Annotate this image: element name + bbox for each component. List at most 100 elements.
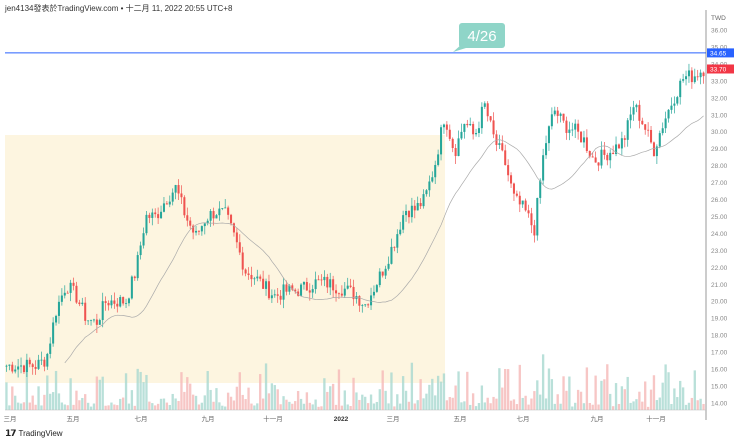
y-tick-label: 15.00 [711, 383, 728, 390]
volume-bar [681, 387, 685, 410]
y-tick-label: 16.00 [711, 367, 728, 374]
date-annotation-bubble [459, 23, 505, 48]
volume-bar [506, 369, 510, 410]
candle-body [650, 129, 653, 143]
candle-body [498, 143, 501, 145]
volume-bar [267, 393, 271, 410]
y-tick-label: 27.00 [711, 180, 728, 187]
volume-bar [174, 398, 177, 410]
tradingview-watermark[interactable]: 𝟭𝟳 TradingView [5, 428, 63, 439]
volume-bar [54, 370, 58, 410]
y-tick-label: 19.00 [711, 316, 728, 323]
volume-bar [571, 406, 574, 410]
volume-bar [393, 406, 396, 410]
candle-body [285, 284, 288, 292]
candle-body [320, 279, 323, 281]
candle-body [361, 305, 364, 307]
x-tick-label: 十一月 [646, 414, 666, 423]
y-tick-label: 36.00 [711, 28, 728, 35]
volume-bar [352, 377, 355, 410]
candle-body [192, 225, 195, 233]
candle-body [119, 297, 122, 307]
candle-body [314, 279, 317, 290]
y-tick-label: 32.00 [711, 95, 728, 102]
candle-body [673, 103, 676, 106]
candle-body [536, 197, 539, 236]
volume-bar [381, 370, 384, 410]
candle-body [110, 300, 113, 306]
volume-bar [364, 396, 367, 410]
price-badge [707, 48, 734, 58]
volume-bar [407, 401, 411, 410]
y-tick-label: 31.00 [711, 112, 728, 119]
candle-body [276, 294, 279, 296]
volume-bar [399, 403, 402, 410]
candle-body [8, 364, 11, 366]
volume-bar [151, 403, 154, 410]
volume-bar [63, 404, 66, 410]
candle-body [81, 302, 84, 305]
candle-body [154, 212, 157, 215]
volume-bar [279, 404, 282, 410]
volume-bar [142, 382, 145, 410]
candle-body [425, 190, 428, 195]
candle-body [171, 192, 174, 202]
y-tick-label: 25.00 [711, 214, 728, 221]
volume-bar [69, 378, 72, 410]
volume-bar [541, 354, 545, 410]
volume-bar [31, 395, 34, 410]
candle-body [17, 366, 20, 370]
candle-body [387, 263, 390, 269]
volume-bar [14, 395, 17, 410]
candle-body [574, 123, 577, 130]
volume-bar [690, 397, 694, 410]
volume-bar [5, 382, 8, 410]
volume-bar [320, 406, 323, 410]
volume-bar [186, 377, 189, 410]
volume-bar [579, 391, 583, 410]
volume-bar [84, 394, 87, 410]
candle-body [364, 304, 367, 306]
volume-bar [16, 402, 20, 410]
candle-body [358, 296, 361, 306]
volume-bar [57, 393, 61, 410]
volume-bar [635, 399, 638, 410]
volume-bar [101, 376, 104, 410]
volume-bar [66, 405, 69, 410]
candle-body [247, 273, 250, 275]
candle-body [652, 142, 655, 157]
x-tick-label: 七月 [135, 414, 148, 423]
candle-body [136, 255, 139, 279]
candle-body [209, 211, 212, 221]
volume-bar [92, 403, 96, 410]
candle-body [92, 319, 95, 321]
candle-body [256, 276, 259, 279]
candle-body [282, 284, 285, 300]
volume-bar [410, 362, 414, 410]
candle-body [235, 232, 238, 243]
volume-bar [614, 383, 618, 410]
volume-bar [51, 392, 55, 410]
candle-body [241, 252, 244, 270]
candle-body [510, 175, 513, 184]
candle-body [227, 207, 230, 215]
candle-body [405, 210, 408, 216]
volume-bar [296, 390, 300, 410]
candle-body [647, 129, 650, 131]
candle-body [612, 152, 615, 155]
volume-bar [110, 402, 113, 410]
candle-body [160, 211, 163, 219]
candle-body [422, 194, 425, 207]
volume-bar [19, 403, 23, 410]
volume-bar [594, 375, 597, 410]
candle-body [661, 128, 664, 134]
volume-bar [308, 402, 311, 410]
volume-bar [439, 381, 443, 410]
volume-bar [34, 404, 37, 410]
candle-body [638, 104, 641, 121]
candle-body [696, 76, 699, 78]
volume-bar [49, 393, 52, 410]
candles [5, 63, 705, 378]
volume-bar [200, 402, 204, 410]
